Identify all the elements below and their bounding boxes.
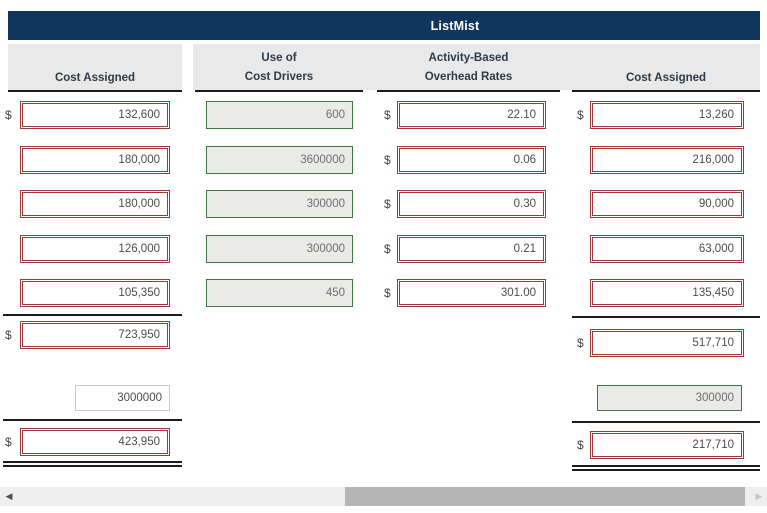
dollar-sign: $ <box>384 108 391 122</box>
manual-cost-input[interactable] <box>20 235 170 263</box>
cost-driver-use-input <box>206 101 353 129</box>
overhead-rate-input[interactable] <box>397 146 546 174</box>
window-title-bar: ListMist <box>8 11 760 40</box>
scrollbar-thumb[interactable] <box>345 487 745 506</box>
dollar-sign: $ <box>5 435 12 449</box>
scroll-right-arrow-icon[interactable]: ▶ <box>755 491 763 501</box>
overhead-rate-input[interactable] <box>397 101 546 129</box>
subtotal-rule <box>572 316 760 318</box>
manual-total-input[interactable] <box>20 321 170 349</box>
total-rule <box>572 421 760 423</box>
overhead-rate-input[interactable] <box>397 190 546 218</box>
window-title: ListMist <box>430 18 480 33</box>
table-row: $ <box>0 146 767 174</box>
table-row: $ <box>0 190 767 218</box>
column-header-text: Overhead Rates <box>424 71 513 83</box>
dollar-sign: $ <box>577 336 584 350</box>
abc-cost-input[interactable] <box>590 235 744 263</box>
manual-final-input[interactable] <box>20 428 170 456</box>
cost-driver-use-input <box>206 146 353 174</box>
abc-cost-input[interactable] <box>590 146 744 174</box>
header-band-frozen-column <box>8 44 182 90</box>
dollar-sign: $ <box>384 197 391 211</box>
double-underline <box>3 461 182 467</box>
dollar-sign: $ <box>5 108 12 122</box>
column-header-text: Cost Assigned <box>625 72 707 84</box>
column-header-cost-assigned-manual: Cost Assigned <box>8 69 182 88</box>
dollar-sign: $ <box>384 286 391 300</box>
manual-cost-input[interactable] <box>20 146 170 174</box>
cost-driver-use-input <box>206 279 353 307</box>
column-header-text: Activity-Based <box>428 52 509 64</box>
cost-driver-use-input <box>206 235 353 263</box>
abc-total-input[interactable] <box>590 329 744 357</box>
table-row: $ <box>0 279 767 307</box>
subtotal-rule <box>3 314 182 316</box>
scroll-left-arrow-icon[interactable]: ◀ <box>5 491 13 501</box>
abc-cost-input[interactable] <box>590 279 744 307</box>
abc-final-input[interactable] <box>590 431 744 459</box>
header-underline <box>572 90 760 92</box>
manual-cost-input[interactable] <box>20 190 170 218</box>
cost-driver-use-input <box>206 190 353 218</box>
double-underline <box>572 465 760 471</box>
column-header-activity-based-overhead-rates: Activity-Based Overhead Rates <box>377 49 560 87</box>
manual-divisor-input[interactable] <box>75 385 170 411</box>
table-row: $ <box>0 235 767 263</box>
overhead-rate-input[interactable] <box>397 279 546 307</box>
header-band-scroll-columns <box>193 44 760 90</box>
table-row: $ $ $ <box>0 101 767 129</box>
total-rule <box>3 419 182 421</box>
abc-cost-input[interactable] <box>590 101 744 129</box>
manual-cost-input[interactable] <box>20 279 170 307</box>
dollar-sign: $ <box>384 242 391 256</box>
column-header-text: Cost Drivers <box>244 71 314 83</box>
column-header-text: Use of <box>261 52 297 64</box>
horizontal-scrollbar[interactable]: ◀ ▶ <box>0 487 767 506</box>
dollar-sign: $ <box>577 108 584 122</box>
dollar-sign: $ <box>5 328 12 342</box>
manual-cost-input[interactable] <box>20 101 170 129</box>
abc-divisor-input <box>597 385 742 411</box>
dollar-sign: $ <box>384 153 391 167</box>
header-underline <box>377 90 560 92</box>
column-header-text: Cost Assigned <box>54 72 136 84</box>
overhead-rate-input[interactable] <box>397 235 546 263</box>
column-header-cost-assigned-abc: Cost Assigned <box>572 69 760 88</box>
column-header-use-of-cost-drivers: Use of Cost Drivers <box>195 49 363 87</box>
dollar-sign: $ <box>577 438 584 452</box>
header-underline <box>8 90 182 92</box>
header-underline <box>195 90 363 92</box>
abc-cost-input[interactable] <box>590 190 744 218</box>
